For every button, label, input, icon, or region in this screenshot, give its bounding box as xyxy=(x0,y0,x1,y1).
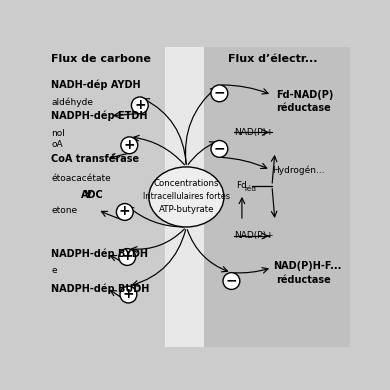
Text: NADPH-dép BUDH: NADPH-dép BUDH xyxy=(51,283,150,294)
Text: NADH-dép AYDH: NADH-dép AYDH xyxy=(51,79,141,90)
Text: réductase: réductase xyxy=(277,103,331,113)
Text: Fd-NAD(P): Fd-NAD(P) xyxy=(277,90,334,100)
Text: e: e xyxy=(51,266,57,275)
Text: NAD(P)+: NAD(P)+ xyxy=(234,232,274,241)
Text: +: + xyxy=(124,138,135,152)
Text: −: − xyxy=(214,141,225,155)
Text: réductase: réductase xyxy=(277,275,331,285)
Text: oA: oA xyxy=(51,140,63,149)
Text: Fd: Fd xyxy=(236,181,247,190)
Text: NAD(P)+: NAD(P)+ xyxy=(234,128,274,137)
Circle shape xyxy=(119,248,136,266)
Text: −: − xyxy=(214,86,225,100)
Text: NAD(P)H-F...: NAD(P)H-F... xyxy=(273,261,342,271)
Text: NADPH-dép BYDH: NADPH-dép BYDH xyxy=(51,249,148,259)
Text: aldéhyde: aldéhyde xyxy=(51,98,93,107)
Circle shape xyxy=(211,140,228,157)
Bar xyxy=(50,47,165,347)
Text: CoA transférase: CoA transférase xyxy=(51,154,139,165)
Text: Concentrations: Concentrations xyxy=(154,179,219,188)
Text: étoacacétate: étoacacétate xyxy=(51,174,111,183)
Ellipse shape xyxy=(149,167,224,227)
Circle shape xyxy=(120,286,137,303)
Text: Intracellulaires fortes: Intracellulaires fortes xyxy=(143,192,230,201)
Bar xyxy=(165,47,204,347)
Text: Flux d’électr...: Flux d’électr... xyxy=(229,54,318,64)
Text: Hydrogén...: Hydrogén... xyxy=(272,165,324,175)
Text: +: + xyxy=(119,204,131,218)
Text: NADPH-dép ETDH: NADPH-dép ETDH xyxy=(51,111,148,121)
Circle shape xyxy=(116,204,133,220)
Text: ADC: ADC xyxy=(81,190,104,200)
Text: etone: etone xyxy=(51,206,77,215)
Circle shape xyxy=(121,137,138,154)
Text: Flux de carbone: Flux de carbone xyxy=(51,54,151,64)
Circle shape xyxy=(211,85,228,102)
Bar xyxy=(204,47,350,347)
Text: réd: réd xyxy=(244,186,256,192)
Circle shape xyxy=(131,97,148,114)
Text: nol: nol xyxy=(51,129,65,138)
Text: +: + xyxy=(121,250,133,263)
Circle shape xyxy=(223,273,240,289)
Text: +: + xyxy=(134,98,145,112)
Text: ATP-butyrate: ATP-butyrate xyxy=(159,205,214,214)
Text: +: + xyxy=(122,287,134,301)
Text: −: − xyxy=(225,273,237,287)
